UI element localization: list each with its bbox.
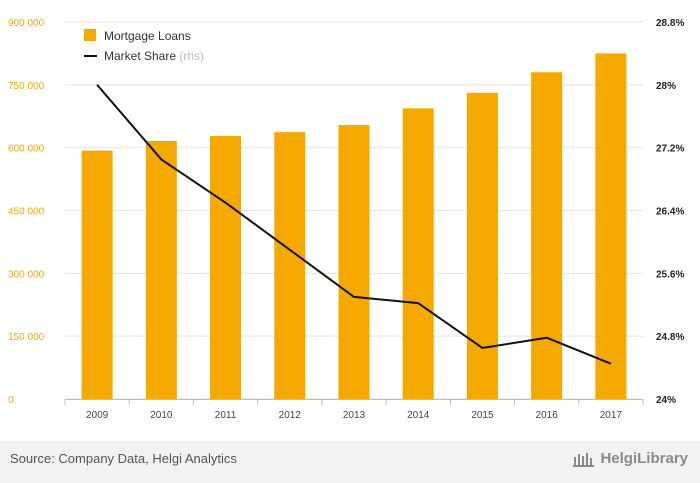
chart: 0 150 000 300 000 450 000 600 000 750 000 900 …	[8, 18, 684, 421]
bar-2016	[531, 72, 563, 400]
y-left-tick-label: 900 000	[8, 18, 45, 29]
y-left-tick-label: 600 000	[8, 144, 45, 155]
x-tick-label: 2017	[600, 410, 623, 421]
x-tick-label: 2011	[215, 410, 237, 421]
bar-2009	[81, 150, 113, 399]
y-left-tick-label: 300 000	[8, 269, 45, 280]
x-tick-label: 2015	[471, 410, 494, 421]
x-tick-label: 2013	[343, 410, 366, 421]
legend-note-rhs: (rhs)	[179, 49, 204, 63]
legend-label-mortgage-loans: Mortgage Loans	[104, 29, 191, 43]
y-right-tick-label: 28.8%	[656, 18, 684, 29]
x-tick-label: 2016	[536, 410, 559, 421]
bar-2014	[402, 108, 434, 400]
bar-2011	[210, 135, 242, 399]
bar-2017	[595, 53, 627, 400]
bar-2010	[145, 140, 177, 399]
legend-label-market-share: Market Share (rhs)	[104, 49, 204, 63]
bar-2015	[466, 92, 498, 399]
y-left-tick-label: 750 000	[8, 81, 45, 92]
brand-logo: HelgiLibrary	[573, 450, 688, 467]
x-tick-label: 2014	[407, 410, 430, 421]
source-text: Source: Company Data, Helgi Analytics	[10, 451, 237, 466]
y-left-tick-label: 150 000	[8, 332, 45, 343]
x-tick-label: 2010	[150, 410, 173, 421]
footer: Source: Company Data, Helgi Analytics He…	[0, 441, 700, 483]
y-right-tick-label: 26.4%	[656, 207, 684, 218]
bar-2012	[274, 132, 306, 399]
y-right-tick-label: 28%	[656, 81, 676, 92]
legend: Mortgage Loans Market Share (rhs)	[84, 29, 204, 63]
y-right-tick-label: 27.2%	[656, 144, 684, 155]
bar-2013	[338, 125, 370, 400]
legend-swatch-mortgage-loans	[84, 29, 96, 41]
y-right-tick-label: 25.6%	[656, 269, 684, 280]
brand-name: HelgiLibrary	[600, 450, 688, 467]
x-tick-label: 2009	[86, 410, 109, 421]
library-icon	[573, 452, 595, 467]
bar-series-mortgage-loans	[81, 53, 627, 400]
x-tick-label: 2012	[279, 410, 302, 421]
y-left-tick-label: 0	[8, 395, 14, 406]
y-left-tick-label: 450 000	[8, 207, 45, 218]
axes: 0 150 000 300 000 450 000 600 000 750 000 900 …	[8, 18, 684, 421]
y-right-tick-label: 24.8%	[656, 332, 684, 343]
y-right-tick-label: 24%	[656, 395, 676, 406]
line-series-market-share	[96, 84, 612, 365]
